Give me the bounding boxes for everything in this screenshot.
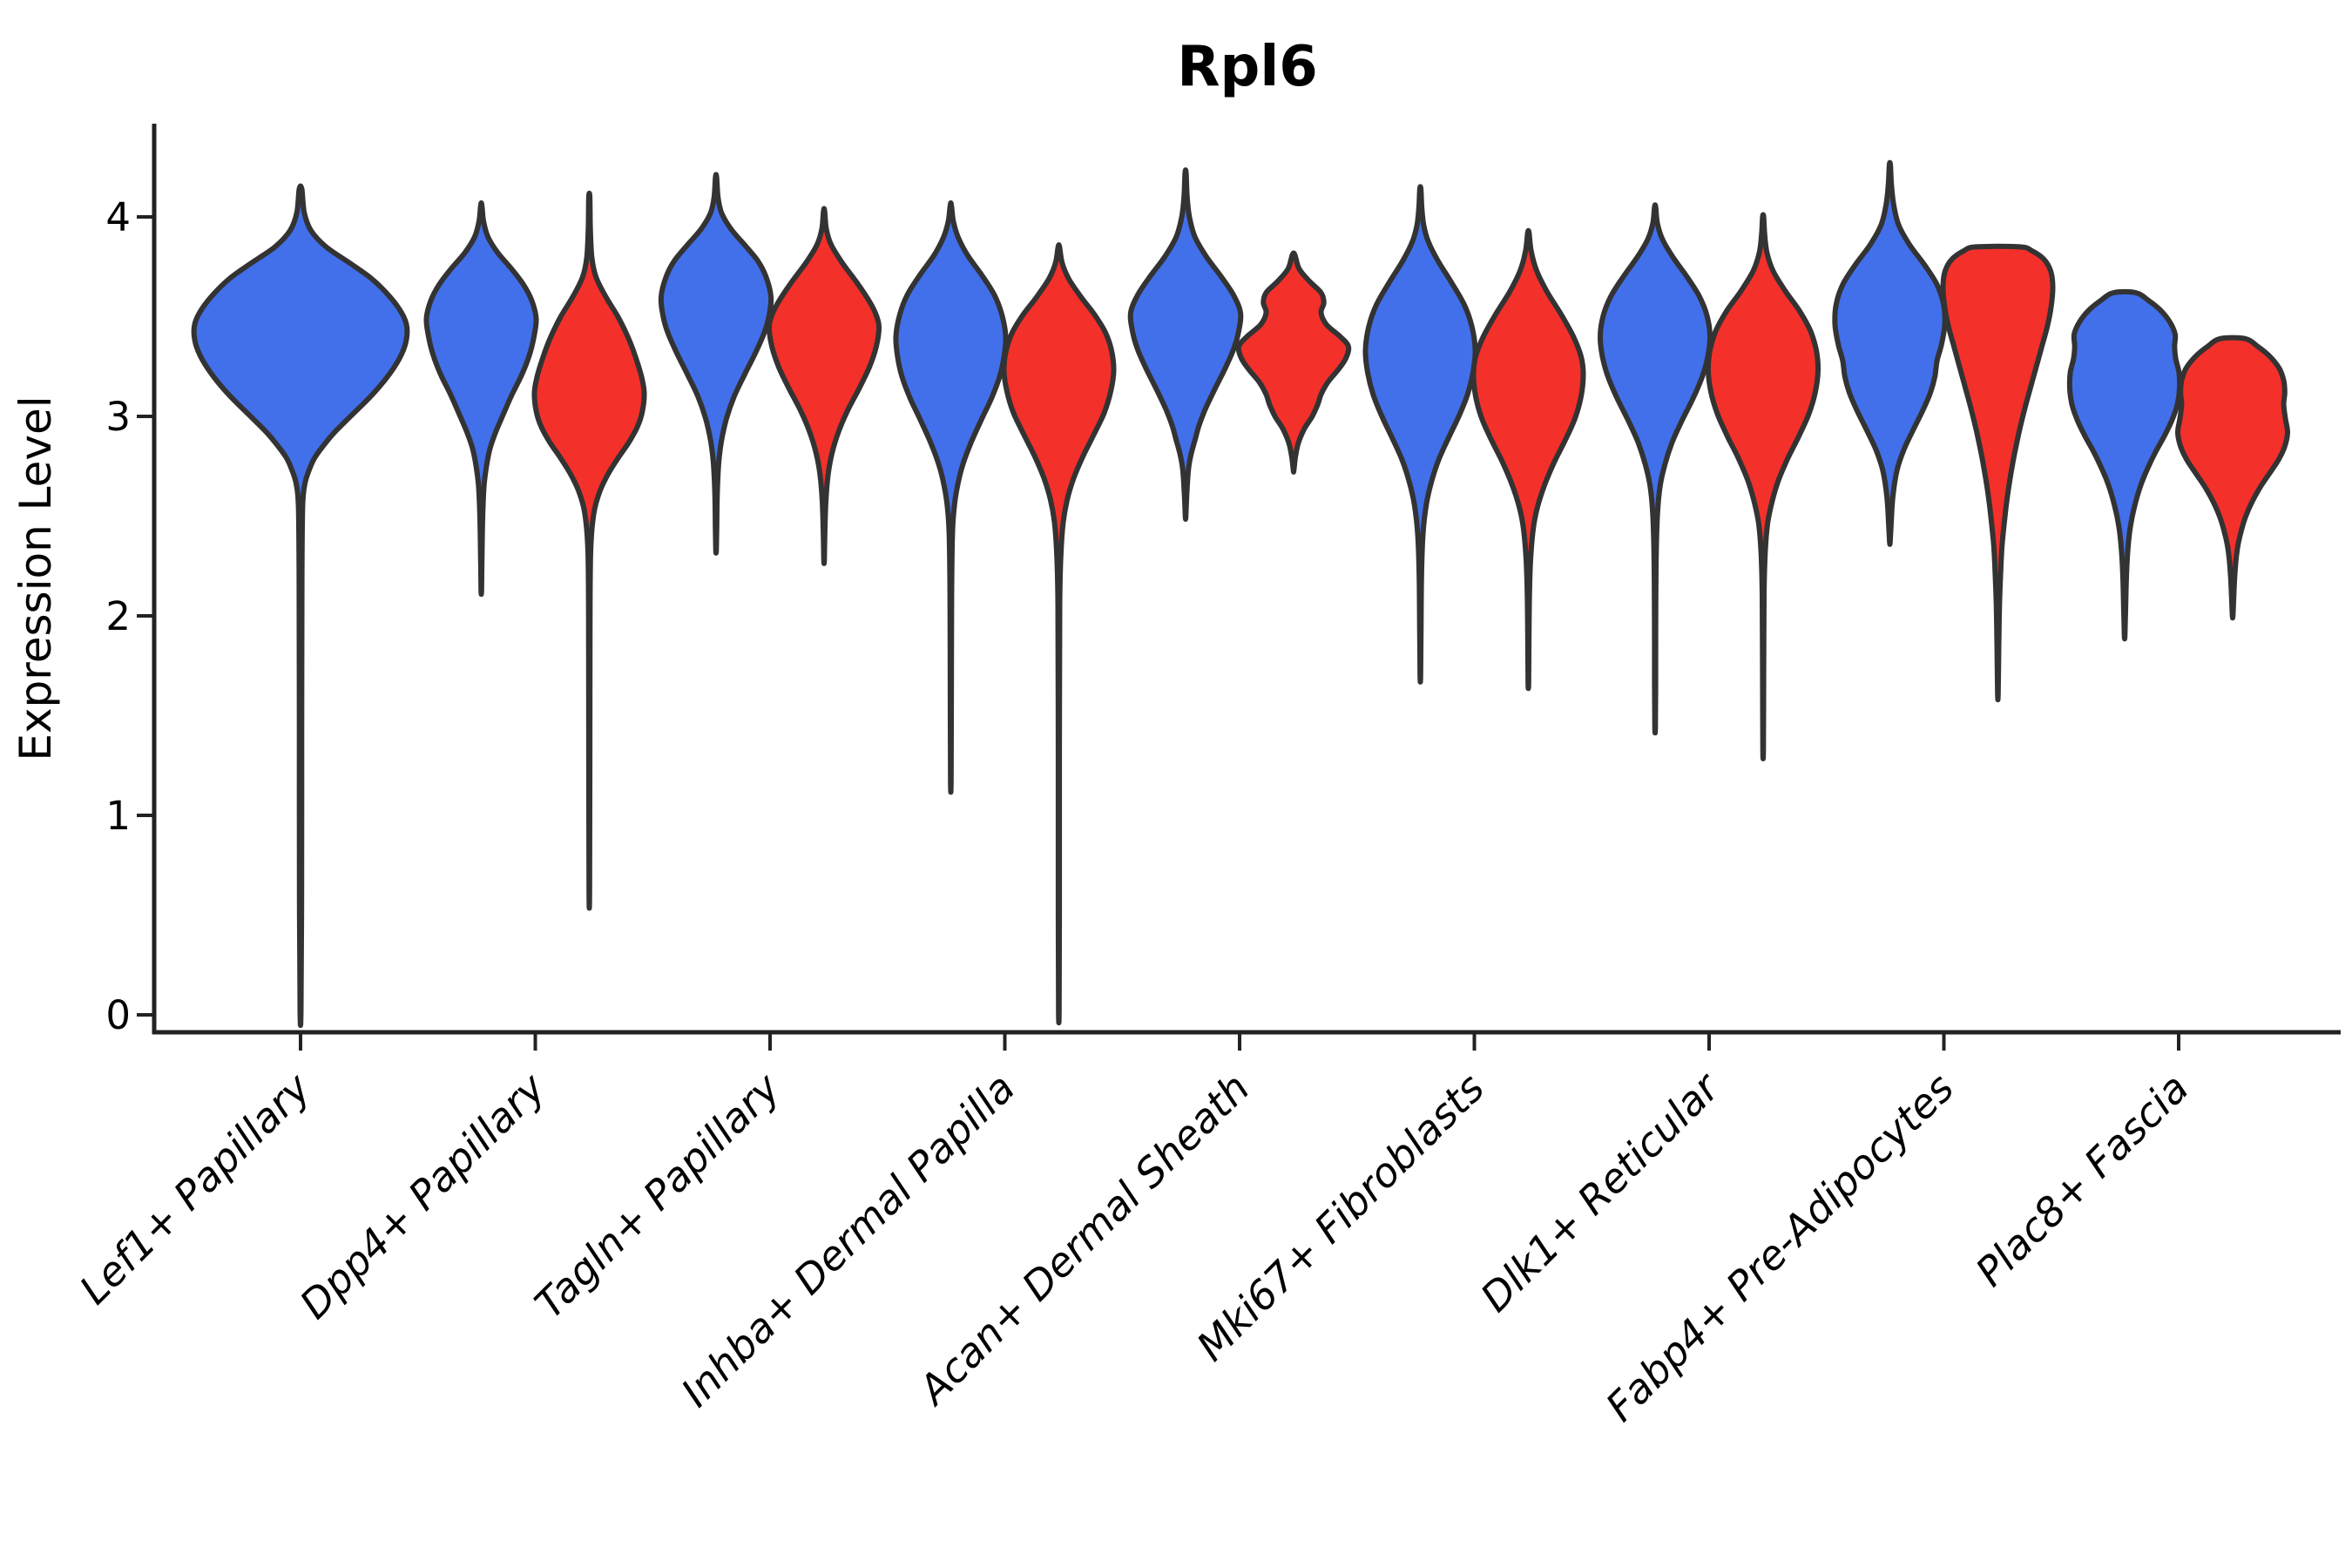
- violin-red-5: [1470, 227, 1586, 692]
- violin-blue-3: [893, 199, 1009, 795]
- violin-blue-7: [1832, 159, 1948, 547]
- violin-red-4: [1235, 250, 1352, 475]
- y-tick-label: 1: [105, 793, 131, 839]
- y-tick-label: 0: [105, 992, 131, 1038]
- x-tick-label: Dpp4+ Papillary: [291, 1064, 555, 1328]
- x-tick-label: Dlk1+ Reticular: [1471, 1062, 1730, 1321]
- violin-blue-5: [1362, 184, 1478, 685]
- y-tick-label: 3: [105, 394, 131, 440]
- violin-red-7: [1940, 243, 2056, 703]
- violin-blue-2: [658, 172, 774, 556]
- violin-blue-6: [1597, 202, 1713, 736]
- violin-blue-8: [2066, 288, 2183, 642]
- x-tick-label: Plac8+ Fascia: [1966, 1064, 2197, 1295]
- axes: 0 1 2 3 4: [105, 124, 2341, 1051]
- y-tick-label: 4: [105, 194, 131, 240]
- violin-red-3: [1001, 242, 1117, 1026]
- x-tick-label: Tagln+ Papillary: [525, 1064, 789, 1328]
- violins-layer: [191, 159, 2290, 1029]
- y-axis-label: Expression Level: [10, 395, 61, 760]
- x-tick-label: Lef1+ Papillary: [71, 1064, 320, 1313]
- violin-red-8: [2175, 335, 2290, 621]
- violin-red-6: [1705, 212, 1821, 762]
- y-tick-label: 2: [105, 593, 131, 639]
- chart-title: Rpl6: [1177, 35, 1318, 99]
- violin-red-2: [766, 206, 882, 566]
- violin-blue-0: [191, 183, 410, 1029]
- violin-blue-1: [423, 199, 539, 598]
- violin-red-1: [531, 190, 647, 911]
- violin-blue-4: [1127, 167, 1244, 522]
